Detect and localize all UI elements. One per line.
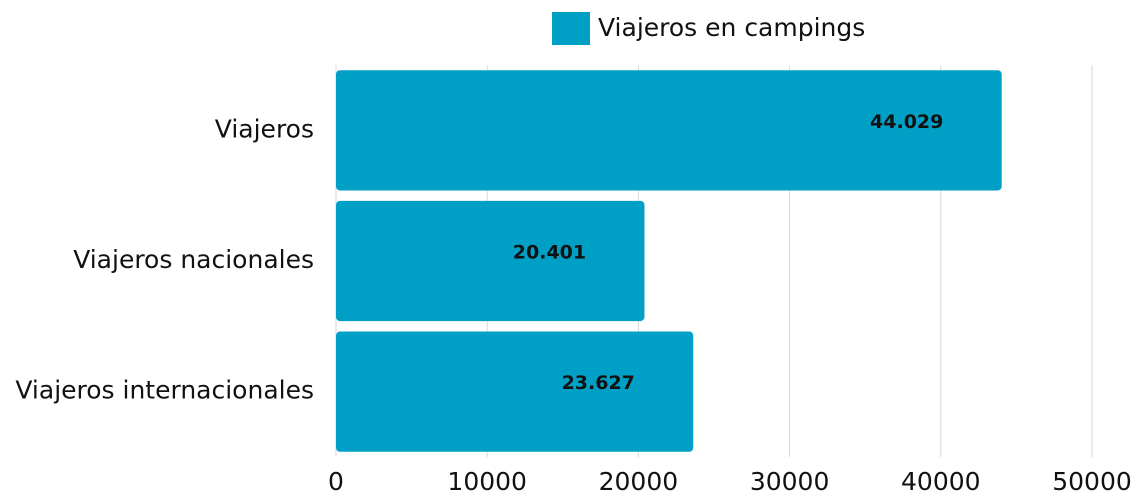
data-label: 20.401 — [513, 242, 586, 264]
x-tick-label: 40000 — [901, 467, 981, 496]
legend-label: Viajeros en campings — [598, 13, 865, 42]
y-tick-label: Viajeros nacionales — [73, 245, 314, 274]
data-label: 44.029 — [870, 111, 943, 133]
bar — [336, 200, 645, 322]
x-tick-label: 30000 — [750, 467, 830, 496]
legend-swatch — [552, 12, 590, 45]
bar — [336, 331, 694, 452]
x-tick-label: 10000 — [447, 467, 527, 496]
x-tick-label: 20000 — [599, 467, 679, 496]
y-tick-label: Viajeros internacionales — [15, 376, 314, 405]
x-tick-label: 0 — [328, 467, 344, 496]
bar — [336, 70, 1002, 191]
data-label: 23.627 — [562, 372, 635, 394]
x-tick-label: 50000 — [1052, 467, 1132, 496]
y-tick-label: Viajeros — [215, 114, 314, 143]
